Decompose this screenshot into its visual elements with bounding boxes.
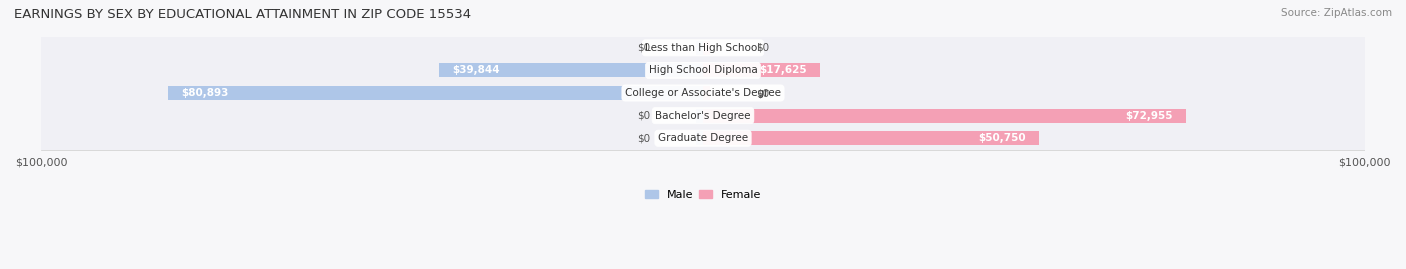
Bar — [703, 109, 1185, 123]
Bar — [696, 41, 703, 55]
Bar — [703, 131, 1039, 145]
Bar — [696, 109, 703, 123]
Bar — [703, 86, 710, 100]
Text: College or Associate's Degree: College or Associate's Degree — [626, 88, 780, 98]
Bar — [41, 104, 1365, 127]
Text: Source: ZipAtlas.com: Source: ZipAtlas.com — [1281, 8, 1392, 18]
Bar — [41, 82, 1365, 104]
Bar — [439, 63, 703, 77]
Bar — [696, 131, 703, 145]
Text: $0: $0 — [756, 88, 769, 98]
Bar — [41, 59, 1365, 82]
Legend: Male, Female: Male, Female — [644, 190, 762, 200]
Text: $80,893: $80,893 — [181, 88, 228, 98]
Bar — [703, 63, 820, 77]
Text: $72,955: $72,955 — [1125, 111, 1173, 121]
Text: $0: $0 — [637, 111, 650, 121]
Bar — [703, 41, 710, 55]
Bar — [41, 37, 1365, 59]
Text: $39,844: $39,844 — [453, 65, 501, 75]
Text: Graduate Degree: Graduate Degree — [658, 133, 748, 143]
Text: $0: $0 — [756, 43, 769, 53]
Text: EARNINGS BY SEX BY EDUCATIONAL ATTAINMENT IN ZIP CODE 15534: EARNINGS BY SEX BY EDUCATIONAL ATTAINMEN… — [14, 8, 471, 21]
Text: Less than High School: Less than High School — [645, 43, 761, 53]
Text: $0: $0 — [637, 133, 650, 143]
Bar — [167, 86, 703, 100]
Text: Bachelor's Degree: Bachelor's Degree — [655, 111, 751, 121]
Text: $0: $0 — [637, 43, 650, 53]
Text: $50,750: $50,750 — [979, 133, 1025, 143]
Bar — [41, 127, 1365, 150]
Text: High School Diploma: High School Diploma — [648, 65, 758, 75]
Text: $17,625: $17,625 — [759, 65, 807, 75]
